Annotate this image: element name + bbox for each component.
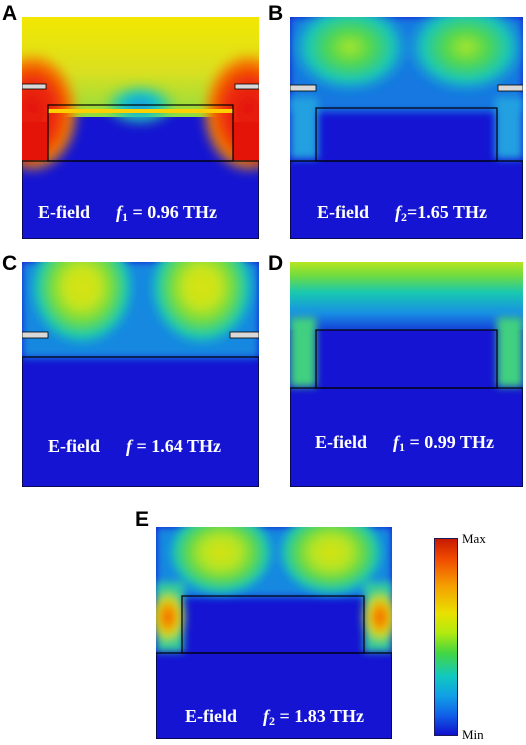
colorbar-min-label: Min xyxy=(462,727,484,742)
field-map-panel-c xyxy=(22,262,259,487)
freq-subscript-e: 2 xyxy=(269,714,275,728)
field-label-b: E-field xyxy=(317,202,369,222)
field-map-panel-a xyxy=(22,17,259,239)
freq-symbol-d: f xyxy=(393,432,399,452)
panel-letter-c: C xyxy=(2,252,18,275)
caption-c: E-field f = 1.64 THz xyxy=(48,437,221,457)
panel-letter-d: D xyxy=(268,252,284,275)
field-map-a xyxy=(22,17,259,239)
freq-value-e: = 1.83 THz xyxy=(279,706,364,726)
field-label-c: E-field xyxy=(48,436,100,456)
colorbar xyxy=(434,538,458,736)
panel-letter-e: E xyxy=(135,508,150,531)
field-map-b xyxy=(290,17,523,239)
field-map-panel-d xyxy=(290,262,523,487)
field-map-d xyxy=(290,262,523,487)
caption-b: E-field f2=1.65 THz xyxy=(317,203,487,223)
freq-symbol-b: f xyxy=(395,202,401,222)
panel-letter-a: A xyxy=(2,2,18,25)
panel-letter-b: B xyxy=(268,2,284,25)
field-map-panel-e xyxy=(156,527,392,739)
freq-subscript-d: 1 xyxy=(399,440,405,454)
field-label-a: E-field xyxy=(38,202,90,222)
field-map-e xyxy=(156,527,392,739)
field-label-d: E-field xyxy=(315,432,367,452)
caption-e: E-field f2 = 1.83 THz xyxy=(185,707,364,727)
freq-subscript-b: 2 xyxy=(401,210,407,224)
freq-value-b: =1.65 THz xyxy=(407,202,487,222)
field-map-panel-b xyxy=(290,17,523,239)
colorbar-max-label: Max xyxy=(462,531,486,546)
freq-value-c: = 1.64 THz xyxy=(136,436,221,456)
freq-value-d: = 0.99 THz xyxy=(409,432,494,452)
freq-symbol-a: f xyxy=(116,202,122,222)
caption-a: E-field f1 = 0.96 THz xyxy=(38,203,217,223)
field-label-e: E-field xyxy=(185,706,237,726)
freq-symbol-c: f xyxy=(126,436,132,456)
caption-d: E-field f1 = 0.99 THz xyxy=(315,433,494,453)
freq-symbol-e: f xyxy=(263,706,269,726)
field-map-c xyxy=(22,262,259,487)
freq-subscript-a: 1 xyxy=(122,210,128,224)
freq-value-a: = 0.96 THz xyxy=(132,202,217,222)
